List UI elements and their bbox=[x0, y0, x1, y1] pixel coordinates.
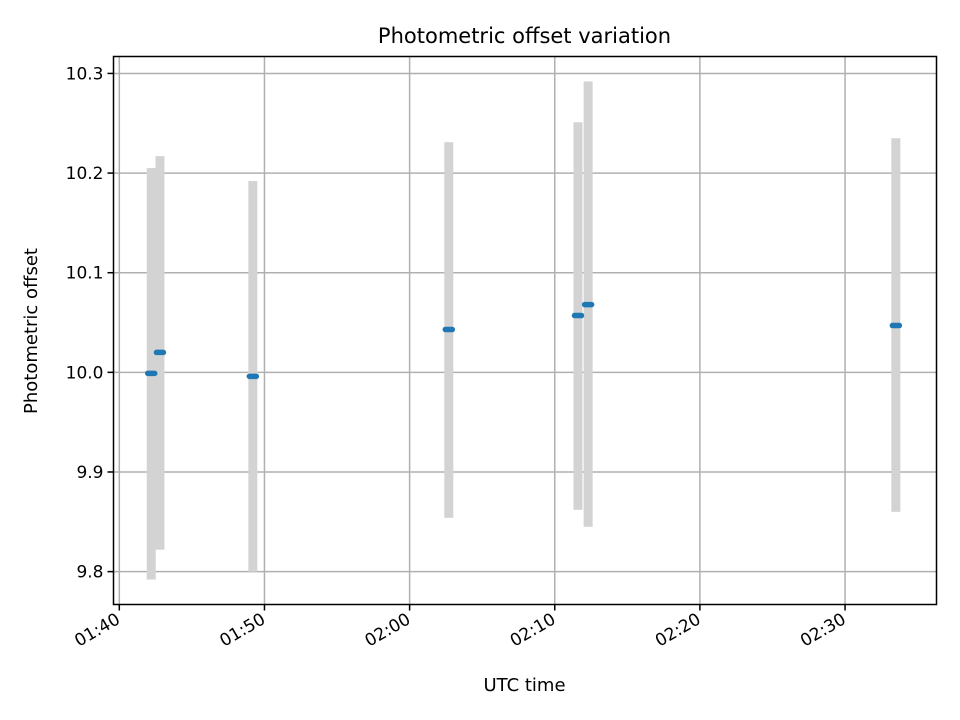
y-axis: 9.8 9.9 10.0 10.1 10.2 10.3 bbox=[66, 64, 114, 583]
plot-frame bbox=[112, 55, 938, 606]
x-tick-label: 02:20 bbox=[652, 610, 704, 652]
y-tick-label: 9.9 bbox=[76, 463, 103, 483]
x-tick-label: 02:10 bbox=[507, 610, 559, 652]
data-points bbox=[144, 301, 903, 380]
error-bars bbox=[146, 81, 901, 580]
y-tick-label: 10.3 bbox=[66, 64, 104, 84]
x-tick-label: 02:30 bbox=[797, 610, 849, 652]
x-axis: 01:40 01:50 02:00 02:10 02:20 02:30 bbox=[71, 604, 850, 652]
x-tick-label: 01:50 bbox=[217, 610, 269, 652]
y-tick-label: 10.1 bbox=[66, 264, 104, 284]
x-tick-label: 01:40 bbox=[71, 610, 123, 652]
y-tick-label: 10.2 bbox=[66, 164, 104, 184]
y-tick-label: 9.8 bbox=[76, 563, 103, 583]
y-axis-label: Photometric offset bbox=[21, 248, 42, 414]
x-axis-label: UTC time bbox=[483, 675, 565, 696]
y-tick-label: 10.0 bbox=[66, 363, 104, 383]
chart-title: Photometric offset variation bbox=[378, 24, 671, 48]
x-tick-label: 02:00 bbox=[362, 610, 414, 652]
grid bbox=[113, 56, 937, 605]
